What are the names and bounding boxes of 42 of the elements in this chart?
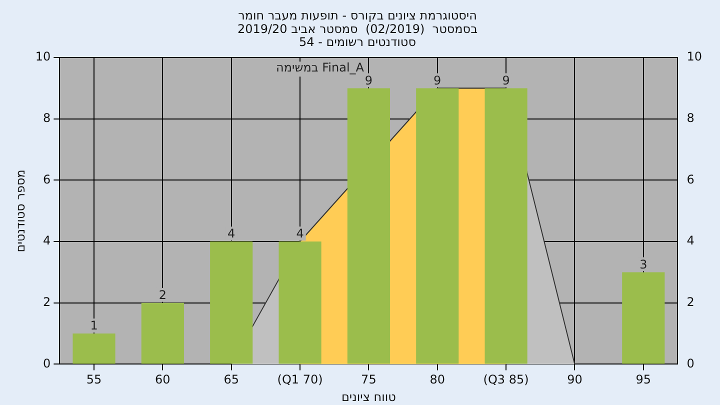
x-tick-label: 55 bbox=[86, 372, 102, 387]
bar bbox=[278, 242, 322, 364]
data-label: 2 bbox=[158, 288, 166, 302]
data-label: 4 bbox=[228, 226, 236, 241]
data-label: 9 bbox=[502, 73, 510, 88]
x-tick-label: (Q3 85) bbox=[483, 372, 529, 387]
chart-title: היסטוגרמת ציונים בקורס - תופעות מעבר חומר bbox=[238, 8, 477, 23]
annotation: במשימה Final_A bbox=[276, 60, 365, 75]
data-label: 1 bbox=[90, 318, 98, 333]
y2-tick-label: 4 bbox=[686, 234, 694, 248]
x-tick-label: 90 bbox=[567, 372, 582, 387]
y2-tick-label: 0 bbox=[686, 356, 694, 370]
chart-subtitle: בסמסטר (02/2019) סמסטר אביב 2019/20 סטודנטים רשומים - 54 bbox=[237, 22, 478, 50]
data-label: 9 bbox=[364, 73, 373, 88]
data-label: 3 bbox=[640, 257, 648, 272]
bar bbox=[416, 88, 459, 364]
x-tick-label: 95 bbox=[636, 372, 652, 387]
y2-tick-label: 10 bbox=[686, 50, 702, 64]
x-tick-label: 80 bbox=[430, 372, 446, 387]
bar bbox=[484, 88, 528, 364]
y-axis-title: מספר סטודנטים bbox=[13, 170, 28, 252]
bar bbox=[72, 334, 116, 364]
bar bbox=[210, 242, 253, 364]
y-tick-label: 10 bbox=[35, 50, 51, 64]
bar bbox=[622, 272, 665, 364]
x-tick-label: 75 bbox=[361, 372, 376, 387]
y-tick-label: 8 bbox=[43, 111, 51, 126]
x-tick-label: 60 bbox=[155, 372, 170, 387]
y-tick-label: 6 bbox=[43, 172, 51, 186]
y2-tick-label: 8 bbox=[686, 111, 694, 126]
y-tick-label: 2 bbox=[43, 295, 51, 310]
bar bbox=[141, 302, 184, 364]
bar bbox=[347, 88, 390, 364]
y2-tick-label: 2 bbox=[686, 295, 694, 310]
x-tick-label: 65 bbox=[224, 372, 239, 387]
data-label: 9 bbox=[434, 73, 442, 88]
data-label: 4 bbox=[296, 226, 304, 241]
y-tick-label: 0 bbox=[43, 356, 51, 370]
x-tick-label: (Q1 70) bbox=[277, 372, 323, 387]
x-axis-title: טווח ציונים bbox=[341, 390, 396, 404]
y2-tick-label: 6 bbox=[686, 172, 694, 186]
y-tick-label: 4 bbox=[43, 234, 51, 248]
